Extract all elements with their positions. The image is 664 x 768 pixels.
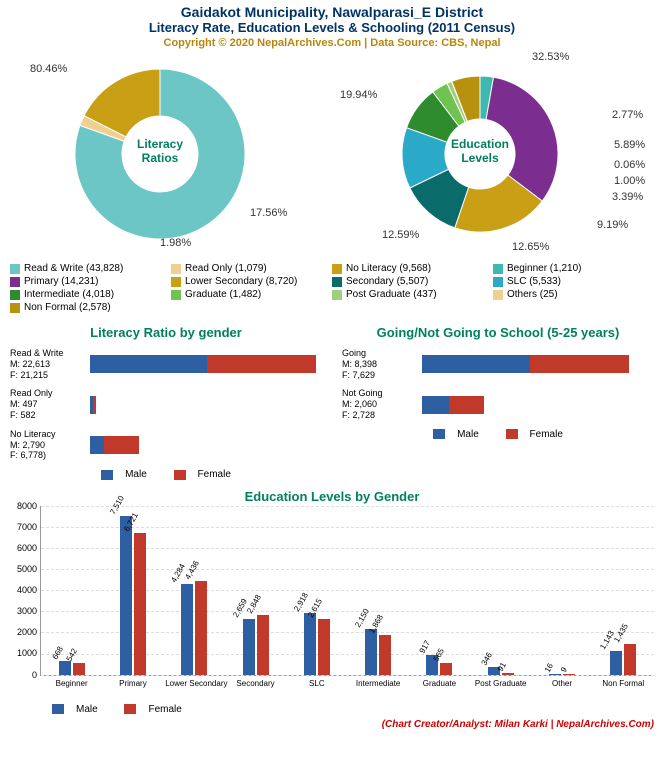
education-gender-chart: 010002000300040005000600070008000668542B…: [40, 506, 654, 676]
page-subtitle: Literacy Rate, Education Levels & School…: [0, 20, 664, 35]
credit-text: (Chart Creator/Analyst: Milan Karki | Ne…: [0, 717, 664, 732]
education-legend: Read & Write (43,828)Read Only (1,079)No…: [0, 259, 664, 319]
vbar-title: Education Levels by Gender: [0, 489, 664, 504]
literacy-donut: 80.46%1.98%17.56% Literacy Ratios: [0, 49, 332, 259]
literacy-gender-chart: Read & WriteM: 22,613F: 21,215Read OnlyM…: [0, 348, 332, 461]
copyright-text: Copyright © 2020 NepalArchives.Com | Dat…: [0, 37, 664, 49]
schooling-chart: GoingM: 8,398F: 7,629Not GoingM: 2,060F:…: [332, 348, 664, 421]
vbar-legend: Male Female: [0, 704, 664, 718]
hbar1-title: Literacy Ratio by gender: [0, 325, 332, 340]
hbar1-legend: Male Female: [0, 469, 332, 483]
page-title: Gaidakot Municipality, Nawalparasi_E Dis…: [0, 0, 664, 20]
education-donut: 32.53%19.94%2.77%5.89%0.06%1.00%3.39%9.1…: [332, 49, 664, 259]
hbar2-title: Going/Not Going to School (5-25 years): [332, 325, 664, 340]
hbar2-legend: Male Female: [332, 429, 664, 443]
